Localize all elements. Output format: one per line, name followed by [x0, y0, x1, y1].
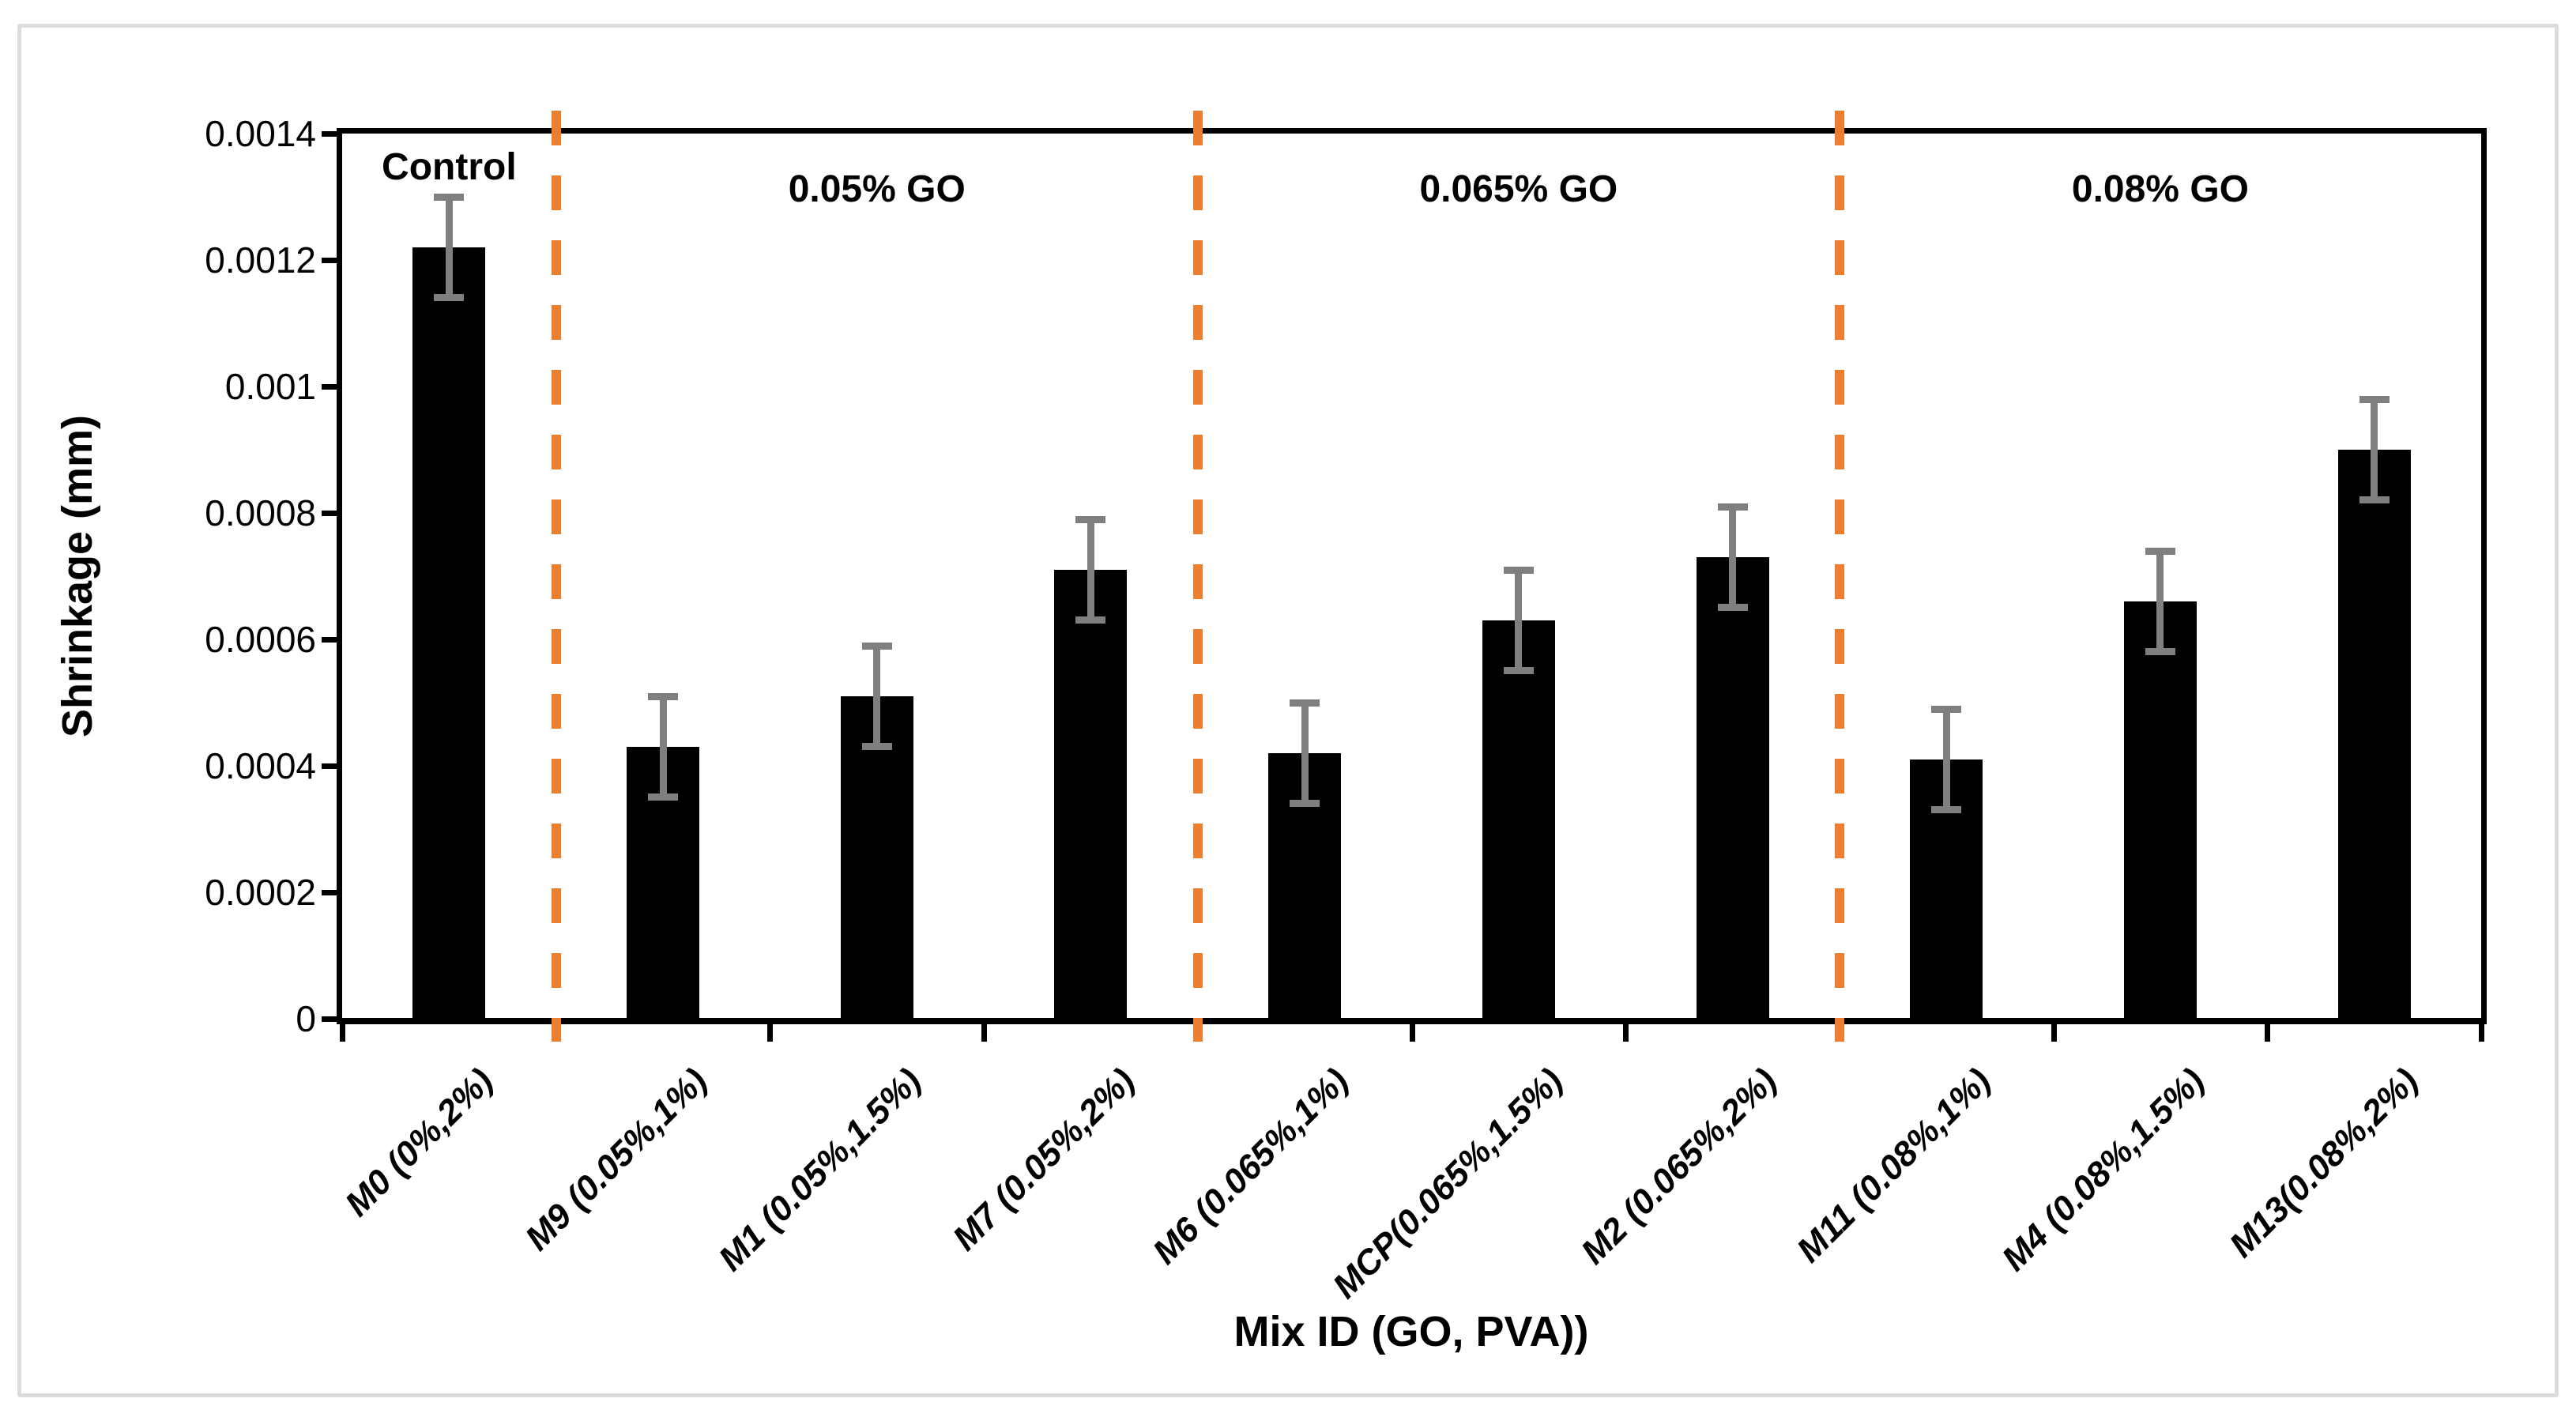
figure-border — [17, 24, 2559, 1397]
error-bar-line — [873, 646, 881, 747]
y-tick — [322, 131, 342, 137]
error-bar-bottom-cap — [1717, 604, 1748, 611]
error-bar-line — [1942, 709, 1950, 810]
x-category-label: M11 (0.08%,1%) — [1789, 1061, 1998, 1270]
error-bar-top-cap — [434, 194, 465, 201]
error-bar-bottom-cap — [861, 743, 892, 750]
error-bar-line — [445, 197, 453, 298]
error-bar-bottom-cap — [1075, 616, 1106, 624]
y-tick-label: 0.0012 — [205, 239, 316, 281]
x-tick — [340, 1024, 345, 1042]
error-bar-line — [2156, 551, 2164, 652]
bar — [412, 247, 486, 1019]
bar — [1054, 570, 1128, 1019]
error-bar-line — [2371, 399, 2378, 500]
x-tick — [2265, 1024, 2271, 1042]
error-bar-line — [1729, 507, 1737, 608]
x-category-label: M0 (0%,2%) — [337, 1061, 501, 1224]
y-tick-label: 0.0002 — [205, 872, 316, 913]
y-tick-label: 0.0006 — [205, 619, 316, 660]
error-bar-line — [1515, 570, 1523, 671]
y-tick — [322, 763, 342, 769]
x-category-label: M4 (0.08%,1.5%) — [1994, 1061, 2213, 1279]
x-tick — [767, 1024, 774, 1042]
error-bar-top-cap — [648, 693, 679, 700]
x-category-label: M2 (0.065%,2%) — [1573, 1061, 1784, 1272]
error-bar-line — [1087, 519, 1094, 620]
error-bar-bottom-cap — [2359, 496, 2390, 503]
bar — [1482, 620, 1555, 1019]
error-bar-top-cap — [2359, 396, 2390, 403]
y-tick — [322, 637, 342, 643]
section-label: 0.05% GO — [788, 168, 966, 210]
section-divider-line — [551, 111, 561, 1042]
error-bar-bottom-cap — [1290, 800, 1320, 807]
error-bar-top-cap — [861, 643, 892, 650]
error-bar-bottom-cap — [434, 294, 465, 301]
y-tick-label: 0.0008 — [205, 492, 316, 533]
x-tick — [1409, 1024, 1415, 1042]
error-bar-top-cap — [1290, 699, 1320, 707]
y-tick — [322, 1016, 342, 1022]
error-bar-bottom-cap — [1503, 667, 1534, 674]
y-tick — [322, 258, 342, 263]
section-divider-line — [1834, 111, 1844, 1042]
error-bar-top-cap — [1717, 503, 1748, 511]
error-bar-top-cap — [1075, 516, 1106, 523]
bar — [1696, 557, 1769, 1019]
bar — [2123, 601, 2197, 1019]
bar — [840, 696, 913, 1019]
y-tick-label: 0.0004 — [205, 745, 316, 786]
x-tick — [2051, 1024, 2057, 1042]
section-label: 0.065% GO — [1419, 168, 1618, 210]
section-label: Control — [382, 146, 517, 188]
x-tick — [1623, 1024, 1629, 1042]
error-bar-bottom-cap — [2145, 648, 2175, 655]
x-category-label: M9 (0.05%,1%) — [518, 1061, 715, 1258]
x-category-label: M6 (0.065%,1%) — [1146, 1061, 1357, 1272]
x-category-label: MCP(0.065%,1.5%) — [1325, 1061, 1571, 1306]
error-bar-top-cap — [2145, 548, 2175, 555]
error-bar-bottom-cap — [1931, 806, 1962, 813]
x-category-label: M1 (0.05%,1.5%) — [711, 1061, 929, 1279]
section-divider-line — [1192, 111, 1203, 1042]
x-category-label: M13(0.08%,2%) — [2222, 1061, 2427, 1265]
y-tick — [322, 511, 342, 516]
section-label: 0.08% GO — [2071, 168, 2249, 210]
y-tick-label: 0.001 — [224, 366, 316, 407]
x-tick — [981, 1024, 988, 1042]
error-bar-bottom-cap — [648, 793, 679, 801]
y-tick-label: 0 — [296, 998, 316, 1039]
bar — [2337, 450, 2411, 1019]
x-axis-title: Mix ID (GO, PVA)) — [1233, 1308, 1589, 1355]
error-bar-line — [659, 696, 667, 797]
y-tick — [322, 384, 342, 390]
error-bar-top-cap — [1503, 567, 1534, 574]
x-tick — [2479, 1024, 2484, 1042]
y-tick — [322, 890, 342, 895]
y-tick-label: 0.0014 — [205, 113, 316, 154]
x-category-label: M7 (0.05%,2%) — [945, 1061, 1143, 1258]
error-bar-line — [1301, 703, 1309, 804]
error-bar-top-cap — [1931, 706, 1962, 713]
